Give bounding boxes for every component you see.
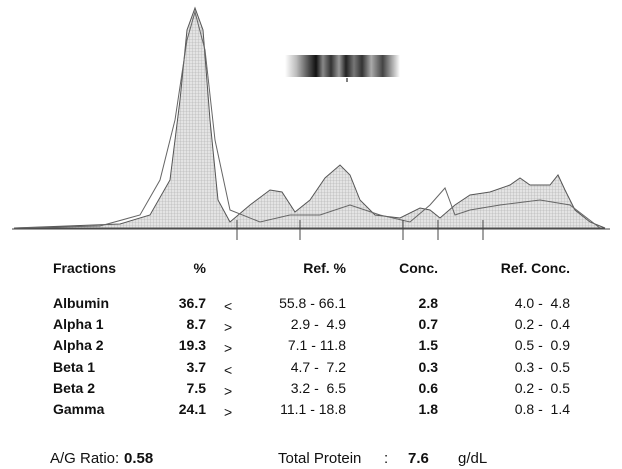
flag: < [224, 298, 232, 314]
column-header: % [150, 260, 206, 276]
conc: 2.8 [380, 295, 438, 311]
ref-percent: 11.1 - 18.8 [246, 401, 346, 417]
flag: > [224, 383, 232, 399]
conc: 1.5 [380, 337, 438, 353]
percent: 3.7 [150, 359, 206, 375]
ref-percent: 3.2 - 6.5 [246, 380, 346, 396]
ref-conc: 0.8 - 1.4 [480, 401, 570, 417]
percent: 24.1 [150, 401, 206, 417]
ref-percent: 55.8 - 66.1 [246, 295, 346, 311]
conc: 1.8 [380, 401, 438, 417]
percent: 19.3 [150, 337, 206, 353]
ref-percent: 7.1 - 11.8 [246, 337, 346, 353]
fraction-name: Gamma [53, 401, 104, 417]
ref-conc: 0.2 - 0.4 [480, 316, 570, 332]
flag: > [224, 404, 232, 420]
conc: 0.7 [380, 316, 438, 332]
gel-band [285, 55, 400, 77]
ref-percent: 4.7 - 7.2 [246, 359, 346, 375]
patient-curve [14, 8, 605, 228]
fraction-name: Alpha 1 [53, 316, 104, 332]
fraction-name: Beta 2 [53, 380, 95, 396]
ag-label: A/G Ratio: [50, 450, 119, 467]
column-header: Fractions [53, 260, 116, 276]
flag: < [224, 362, 232, 378]
percent: 8.7 [150, 316, 206, 332]
tp-sep: : [384, 450, 388, 467]
column-header: Ref. % [260, 260, 346, 276]
ref-conc: 0.5 - 0.9 [480, 337, 570, 353]
conc: 0.3 [380, 359, 438, 375]
fraction-name: Alpha 2 [53, 337, 104, 353]
column-header: Ref. Conc. [480, 260, 570, 276]
tp-label: Total Protein [278, 450, 361, 467]
ag-value: 0.58 [124, 450, 153, 467]
electrophoretogram [0, 0, 622, 245]
ref-percent: 2.9 - 4.9 [246, 316, 346, 332]
ref-conc: 4.0 - 4.8 [480, 295, 570, 311]
report: Fractions% Ref. % Conc. Ref. Conc. Albumin 36… [0, 0, 622, 469]
tp-value: 7.6 [408, 450, 429, 467]
fraction-name: Albumin [53, 295, 109, 311]
ref-conc: 0.3 - 0.5 [480, 359, 570, 375]
conc: 0.6 [380, 380, 438, 396]
percent: 36.7 [150, 295, 206, 311]
flag: > [224, 319, 232, 335]
ref-conc: 0.2 - 0.5 [480, 380, 570, 396]
percent: 7.5 [150, 380, 206, 396]
flag: > [224, 340, 232, 356]
column-header: Conc. [380, 260, 438, 276]
tp-unit: g/dL [458, 450, 487, 467]
fraction-name: Beta 1 [53, 359, 95, 375]
